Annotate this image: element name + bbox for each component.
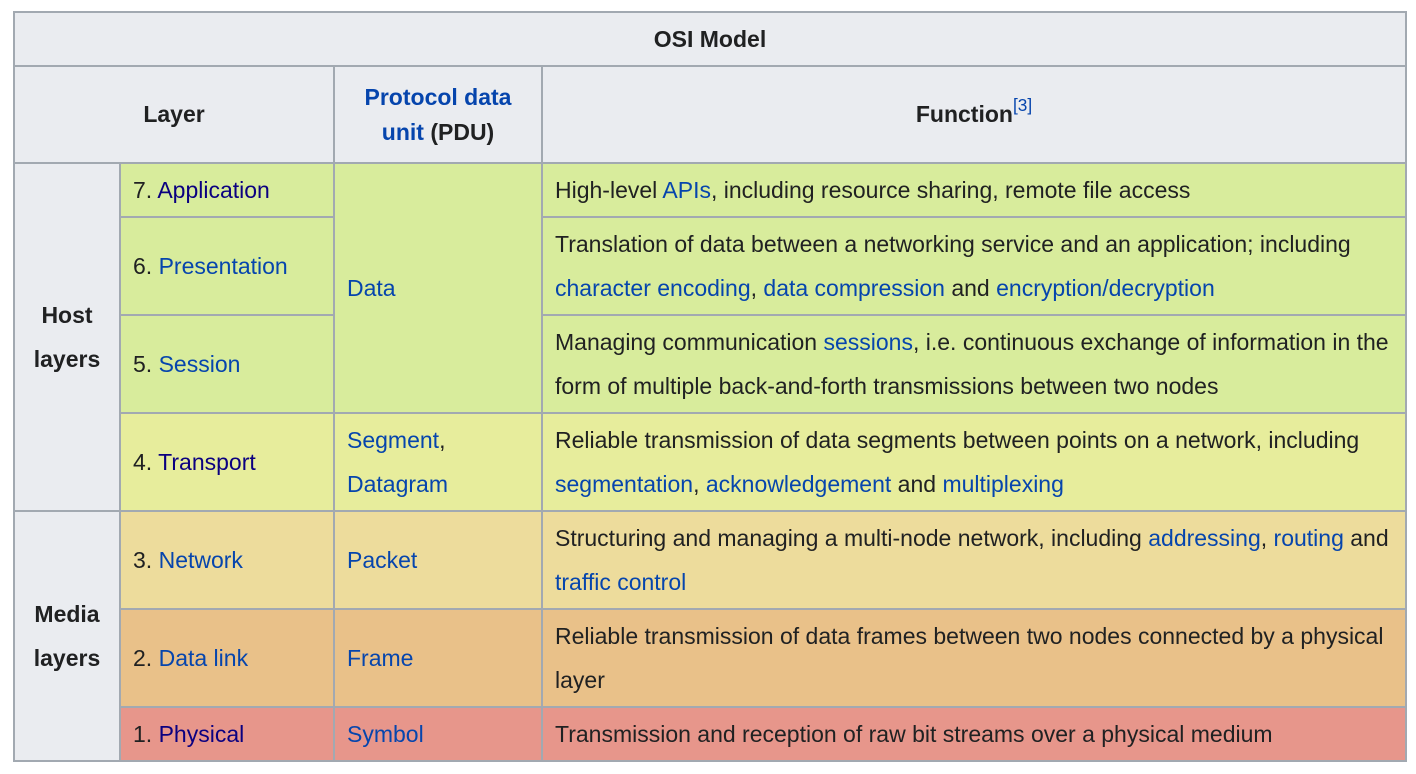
- acknowledgement-link[interactable]: acknowledgement: [705, 471, 892, 497]
- pdu-header: Protocol data unit (PDU): [333, 65, 543, 164]
- pdu-header-link[interactable]: Protocol data unit: [364, 83, 512, 145]
- function-text: Translation of data between a networking…: [555, 231, 1351, 257]
- pdu-cell-data: Data: [333, 162, 543, 414]
- function-text: Reliable transmission of data frames bet…: [555, 623, 1384, 693]
- function-cell-physical: Transmission and reception of raw bit st…: [541, 706, 1407, 762]
- function-text: Managing communication: [555, 329, 824, 355]
- function-text: ,: [693, 471, 706, 497]
- layer-link-transport[interactable]: Transport: [158, 449, 256, 475]
- layer-cell-network: 3. Network: [119, 510, 335, 610]
- layer-cell-transport: 4. Transport: [119, 412, 335, 512]
- layer-cell-presentation: 6. Presentation: [119, 216, 335, 316]
- function-cell-transport: Reliable transmission of data segments b…: [541, 412, 1407, 512]
- layer-link-session[interactable]: Session: [158, 351, 241, 377]
- packet-link[interactable]: Packet: [347, 547, 418, 573]
- symbol-link[interactable]: Symbol: [347, 721, 424, 747]
- pdu-cell-frame: Frame: [333, 608, 543, 708]
- sessions-link[interactable]: sessions: [823, 329, 913, 355]
- function-cell-network: Structuring and managing a multi-node ne…: [541, 510, 1407, 610]
- frame-link[interactable]: Frame: [347, 645, 414, 671]
- layer-number: 4.: [133, 449, 153, 475]
- pdu-header-suffix: (PDU): [423, 118, 495, 145]
- addressing-link[interactable]: addressing: [1148, 525, 1261, 551]
- encryption-decryption-link[interactable]: encryption/decryption: [996, 275, 1215, 301]
- function-text: ,: [750, 275, 764, 301]
- function-cell-session: Managing communication sessions, i.e. co…: [541, 314, 1407, 414]
- layer-number: 1.: [133, 721, 153, 747]
- table-title: OSI Model: [13, 11, 1407, 67]
- function-header: Function[3]: [541, 65, 1407, 164]
- data-compression-link[interactable]: data compression: [763, 275, 945, 301]
- layer-header: Layer: [13, 65, 335, 164]
- function-cell-data-link: Reliable transmission of data frames bet…: [541, 608, 1407, 708]
- layer-number: 5.: [133, 351, 153, 377]
- function-cell-presentation: Translation of data between a networking…: [541, 216, 1407, 316]
- osi-model-table: OSI Model Layer Protocol data unit (PDU)…: [13, 11, 1407, 762]
- function-text: Structuring and managing a multi-node ne…: [555, 525, 1149, 551]
- layer-cell-session: 5. Session: [119, 314, 335, 414]
- layer-link-application[interactable]: Application: [157, 177, 270, 203]
- function-text: Transmission and reception of raw bit st…: [555, 721, 1273, 747]
- routing-link[interactable]: routing: [1273, 525, 1344, 551]
- layer-link-physical[interactable]: Physical: [158, 721, 245, 747]
- function-text: High-level: [555, 177, 663, 203]
- segmentation-link[interactable]: segmentation: [555, 471, 694, 497]
- apis-link[interactable]: APIs: [662, 177, 711, 203]
- datagram-link[interactable]: Datagram: [347, 471, 448, 497]
- layer-link-data-link[interactable]: Data link: [158, 645, 249, 671]
- function-text: and: [1343, 525, 1389, 551]
- layer-link-network[interactable]: Network: [158, 547, 243, 573]
- pdu-cell-segment-datagram: Segment, Datagram: [333, 412, 543, 512]
- media-layers-group: Media layers: [13, 510, 121, 762]
- layer-number: 7.: [133, 177, 153, 203]
- function-text: Reliable transmission of data segments b…: [555, 427, 1360, 453]
- layer-cell-data-link: 2. Data link: [119, 608, 335, 708]
- function-cell-application: High-level APIs, including resource shar…: [541, 162, 1407, 218]
- function-text: and: [944, 275, 997, 301]
- segment-link[interactable]: Segment: [347, 427, 440, 453]
- layer-number: 2.: [133, 645, 153, 671]
- layer-number: 6.: [133, 253, 153, 279]
- character-encoding-link[interactable]: character encoding: [555, 275, 751, 301]
- host-layers-group: Host layers: [13, 162, 121, 512]
- layer-cell-physical: 1. Physical: [119, 706, 335, 762]
- function-reference-link[interactable]: [3]: [1012, 94, 1033, 115]
- layer-cell-application: 7. Application: [119, 162, 335, 218]
- multiplexing-link[interactable]: multiplexing: [942, 471, 1064, 497]
- pdu-cell-packet: Packet: [333, 510, 543, 610]
- function-text: , including resource sharing, remote fil…: [710, 177, 1191, 203]
- layer-number: 3.: [133, 547, 153, 573]
- pdu-separator: ,: [439, 427, 446, 453]
- function-text: and: [891, 471, 943, 497]
- function-header-label: Function: [915, 101, 1013, 127]
- pdu-cell-symbol: Symbol: [333, 706, 543, 762]
- layer-link-presentation[interactable]: Presentation: [158, 253, 288, 279]
- traffic-control-link[interactable]: traffic control: [555, 569, 687, 595]
- function-text: ,: [1260, 525, 1274, 551]
- function-text: , i.e. continuous exchange of informatio…: [555, 329, 1389, 399]
